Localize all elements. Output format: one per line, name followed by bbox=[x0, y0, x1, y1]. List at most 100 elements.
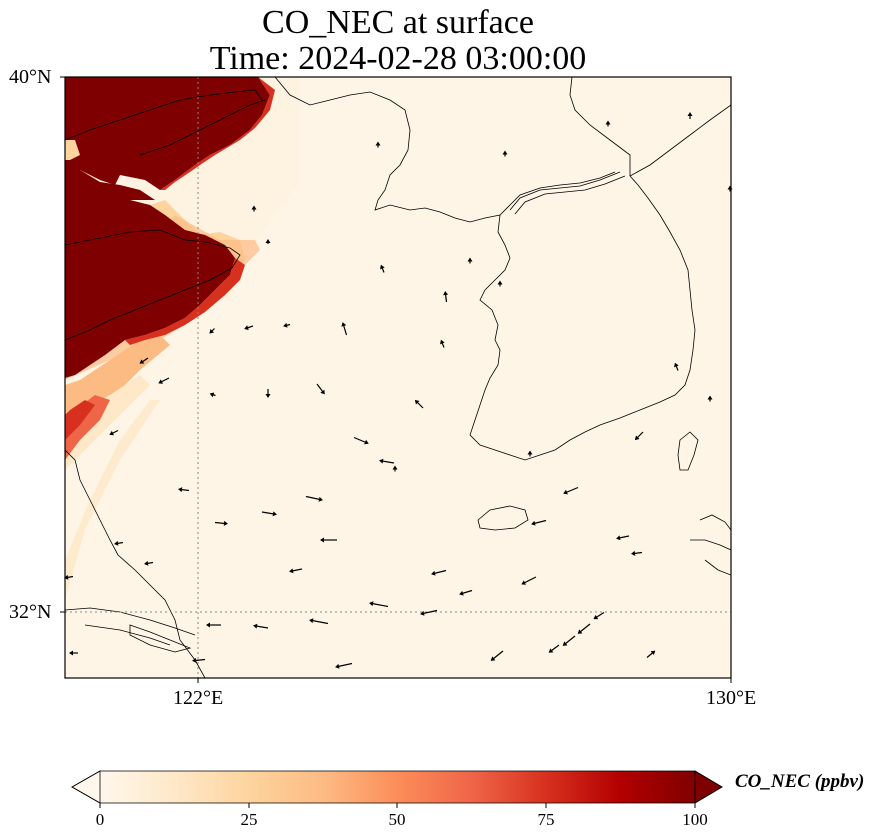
wind-arrow bbox=[416, 401, 424, 409]
wind-arrow-head bbox=[490, 656, 496, 661]
wind-arrow bbox=[194, 658, 206, 662]
wind-arrow bbox=[111, 429, 119, 435]
wind-arrow-head bbox=[144, 560, 149, 566]
wind-arrow bbox=[146, 561, 154, 565]
wind-arrow bbox=[433, 569, 447, 575]
wind-arrow-head bbox=[497, 280, 503, 285]
wind-arrow-head bbox=[531, 520, 536, 526]
wind-arrow-head bbox=[364, 439, 369, 445]
axis-ticks bbox=[60, 76, 732, 683]
wind-arrow bbox=[160, 377, 170, 383]
wind-arrow bbox=[255, 625, 269, 629]
wind-arrow bbox=[636, 431, 644, 439]
wind-arrow bbox=[116, 541, 124, 545]
wind-arrow-head bbox=[527, 450, 533, 455]
wind-arrow-head bbox=[562, 641, 568, 646]
wind-arrow bbox=[305, 495, 321, 501]
wind-arrow-head bbox=[420, 610, 425, 616]
wind-arrow-head bbox=[605, 120, 611, 125]
wind-arrow bbox=[565, 486, 579, 494]
lon-tick-label: 130°E bbox=[706, 687, 757, 709]
wind-arrow bbox=[371, 602, 389, 608]
wind-arrow-head bbox=[265, 394, 271, 398]
wind-arrow bbox=[342, 324, 348, 336]
colorbar-tick-label: 75 bbox=[537, 810, 555, 829]
wind-arrow-head bbox=[380, 264, 385, 270]
wind-arrow-head bbox=[431, 570, 436, 576]
wind-arrow bbox=[422, 609, 438, 615]
wind-arrow-head bbox=[440, 339, 445, 345]
wind-arrow-head bbox=[244, 325, 249, 331]
wind-arrow bbox=[646, 652, 654, 658]
colorbar-tick-label: 25 bbox=[240, 810, 258, 829]
wind-arrow-head bbox=[548, 648, 554, 653]
wind-arrow-head bbox=[392, 465, 398, 470]
wind-arrow bbox=[261, 511, 275, 515]
wind-arrow-head bbox=[265, 239, 271, 243]
wind-arrow-head bbox=[158, 379, 164, 384]
wind-arrow-head bbox=[634, 435, 640, 441]
wind-arrow bbox=[595, 611, 605, 619]
wind-arrow bbox=[550, 644, 560, 652]
lat-tick-label: 40°N bbox=[9, 66, 52, 88]
wind-arrow-head bbox=[139, 359, 145, 364]
wind-arrow bbox=[579, 623, 591, 633]
gridlines bbox=[65, 77, 731, 678]
wind-arrow-head bbox=[69, 650, 73, 656]
wind-arrow bbox=[444, 293, 448, 303]
wind-arrow bbox=[492, 650, 504, 660]
wind-arrow-head bbox=[320, 389, 325, 395]
wind-arrow bbox=[461, 589, 473, 595]
wind-arrow bbox=[564, 635, 576, 645]
wind-arrow bbox=[246, 325, 254, 329]
wind-arrow bbox=[180, 488, 190, 492]
wind-arrow-head bbox=[251, 205, 257, 210]
wind-arrow-head bbox=[272, 511, 277, 517]
wind-arrow bbox=[633, 551, 643, 555]
wind-arrow bbox=[141, 357, 149, 363]
colorbar-tick-label: 100 bbox=[682, 810, 708, 829]
wind-arrow-head bbox=[223, 520, 228, 526]
wind-arrow-head bbox=[563, 489, 568, 495]
wind-arrow bbox=[618, 535, 630, 539]
wind-arrow-head bbox=[616, 535, 621, 541]
wind-arrow-head bbox=[178, 487, 183, 493]
wind-arrow-head bbox=[707, 395, 713, 400]
wind-arrow-head bbox=[209, 329, 214, 334]
wind-arrow bbox=[316, 383, 324, 393]
wind-arrow-head bbox=[593, 614, 599, 620]
wind-arrow bbox=[337, 662, 353, 668]
wind-arrow-head bbox=[206, 622, 210, 628]
colorbar bbox=[71, 770, 723, 808]
wind-arrow-head bbox=[114, 540, 119, 546]
wind-arrow-head bbox=[320, 537, 324, 543]
wind-arrow bbox=[214, 521, 226, 525]
wind-arrow-head bbox=[192, 657, 197, 663]
wind-vectors bbox=[64, 112, 733, 669]
map-frame bbox=[64, 76, 732, 679]
wind-arrow-head bbox=[318, 496, 323, 502]
wind-arrow-head bbox=[502, 150, 508, 155]
wind-arrow bbox=[533, 519, 547, 525]
wind-arrow-head bbox=[443, 291, 449, 296]
wind-arrow-head bbox=[369, 601, 374, 607]
colorbar-label: CO_NEC (ppbv) bbox=[735, 771, 865, 792]
wind-arrow-head bbox=[467, 257, 473, 262]
wind-arrow-head bbox=[109, 430, 115, 436]
map-subtitle-time: Time: 2024-02-28 03:00:00 bbox=[209, 40, 587, 77]
colorbar-tick-label: 0 bbox=[95, 810, 105, 829]
wind-arrow bbox=[291, 568, 303, 572]
wind-arrow-head bbox=[341, 322, 347, 327]
wind-arrow-head bbox=[64, 574, 69, 580]
lat-tick-label: 32°N bbox=[9, 601, 52, 623]
wind-arrow-head bbox=[375, 141, 381, 146]
wind-arrow bbox=[523, 576, 537, 584]
wind-arrow-head bbox=[379, 458, 384, 464]
wind-arrow-head bbox=[521, 580, 527, 585]
wind-arrow-head bbox=[283, 322, 288, 328]
wind-arrow bbox=[311, 619, 329, 625]
wind-arrow bbox=[353, 436, 367, 444]
wind-arrow-head bbox=[459, 590, 464, 596]
wind-arrow-head bbox=[209, 392, 215, 398]
